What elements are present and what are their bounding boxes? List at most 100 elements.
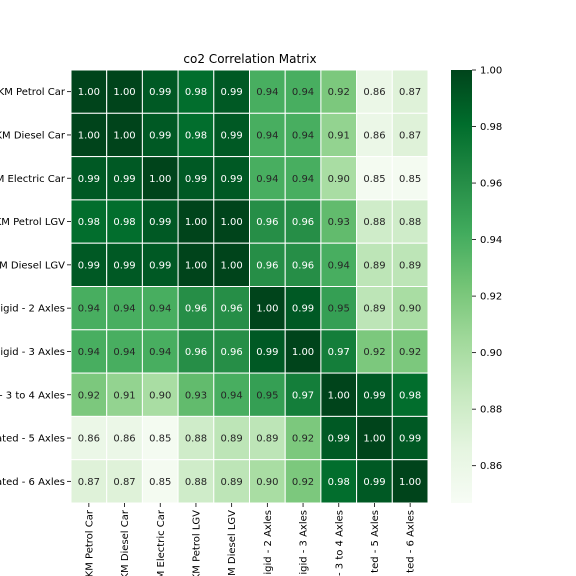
- cell-value-label: 0.94: [328, 260, 350, 271]
- cell-value-label: 0.99: [113, 174, 135, 185]
- x-tick-label: KM Diesel Car: [120, 509, 131, 576]
- x-tick-label: ted - 6 Axles: [406, 510, 417, 573]
- cell-value-label: 0.90: [149, 390, 171, 401]
- cell-value-label: 0.92: [292, 477, 314, 488]
- heatmap-cell: [356, 329, 393, 374]
- cell-value-label: 1.00: [149, 174, 171, 185]
- x-axis-tick-labels: KM Petrol Car KM Diesel Car M Electric Car…: [84, 503, 417, 576]
- heatmap-cell: [106, 69, 143, 114]
- cell-value-label: 0.86: [363, 87, 385, 98]
- heatmap-cell: [391, 199, 429, 244]
- colorbar-tick-label: 0.88: [480, 405, 502, 416]
- y-tick-label: - 3 to 4 Axles: [0, 390, 65, 401]
- cell-value-label: 1.00: [292, 347, 314, 358]
- cell-value-label: 0.94: [256, 87, 278, 98]
- x-tick-label: KM Petrol LGV: [191, 510, 202, 576]
- heatmap-cell: [177, 372, 215, 417]
- cell-value-label: 0.91: [328, 130, 350, 141]
- cell-value-label: 0.98: [113, 217, 135, 228]
- heatmap-cell: [391, 372, 429, 417]
- heatmap-cells: 1.00 1.00 0.99 0.98 0.99 0.94 0.94 0.92 0.86 0.87…: [70, 69, 429, 504]
- cell-value-label: 1.00: [328, 390, 350, 401]
- cell-value-label: 0.99: [363, 477, 385, 488]
- cell-value-label: 0.96: [256, 260, 278, 271]
- chart-title: co2 Correlation Matrix: [183, 52, 316, 66]
- y-tick-label: igid - 2 Axles: [0, 304, 65, 315]
- x-tick-label: M Electric Car: [156, 509, 167, 576]
- y-tick-label: KM Diesel Car: [0, 130, 66, 141]
- heatmap-cell: [284, 415, 322, 461]
- heatmap-cell: [320, 242, 358, 287]
- cell-value-label: 0.85: [363, 174, 385, 185]
- cell-value-label: 0.99: [149, 260, 171, 271]
- cell-value-label: 0.96: [292, 260, 314, 271]
- heatmap-cell: [391, 329, 429, 374]
- colorbar-tick-label: 0.98: [480, 122, 502, 133]
- cell-value-label: 0.93: [328, 217, 350, 228]
- heatmap-cell: [356, 156, 393, 201]
- heatmap-cell: [356, 415, 393, 461]
- cell-value-label: 0.92: [363, 347, 385, 358]
- heatmap-cell: [320, 112, 358, 158]
- cell-value-label: 0.94: [78, 304, 100, 315]
- heatmap-cell: [320, 459, 358, 504]
- cell-value-label: 0.86: [78, 434, 100, 445]
- heatmap-cell: [356, 242, 393, 287]
- heatmap-cell: [320, 156, 358, 201]
- cell-value-label: 0.90: [328, 174, 350, 185]
- cell-value-label: 0.96: [292, 217, 314, 228]
- colorbar: [451, 70, 472, 503]
- cell-value-label: 0.99: [363, 390, 385, 401]
- cell-value-label: 1.00: [78, 87, 100, 98]
- heatmap-cell: [106, 242, 143, 287]
- heatmap-cell: [213, 415, 251, 461]
- cell-value-label: 0.92: [78, 390, 100, 401]
- x-tick-label: igid - 3 Axles: [299, 510, 310, 575]
- y-tick-label: M Diesel LGV: [0, 260, 65, 271]
- cell-value-label: 0.94: [149, 347, 171, 358]
- cell-value-label: 0.85: [149, 477, 171, 488]
- heatmap-cell: [70, 329, 108, 374]
- cell-value-label: 0.87: [78, 477, 100, 488]
- cell-value-label: 0.98: [399, 390, 421, 401]
- x-tick-label: ted - 5 Axles: [370, 510, 381, 573]
- cell-value-label: 0.97: [328, 347, 350, 358]
- cell-value-label: 0.96: [221, 304, 243, 315]
- cell-value-label: 1.00: [113, 87, 135, 98]
- y-tick-label: igid - 3 Axles: [0, 347, 65, 358]
- heatmap-cell: [106, 112, 143, 158]
- heatmap-cell: [141, 156, 179, 201]
- heatmap-cell: [249, 329, 286, 374]
- cell-value-label: 0.88: [399, 217, 421, 228]
- colorbar-ticks: 0.86 0.88 0.90 0.92 0.94 0.96 0.98 1.00: [472, 66, 502, 472]
- heatmap-cell: [284, 372, 322, 417]
- cell-value-label: 0.89: [363, 260, 385, 271]
- heatmap-cell: [249, 459, 286, 504]
- heatmap-cell: [70, 156, 108, 201]
- cell-value-label: 0.94: [292, 130, 314, 141]
- cell-value-label: 1.00: [185, 217, 207, 228]
- cell-value-label: 0.91: [113, 390, 135, 401]
- cell-value-label: 1.00: [363, 434, 385, 445]
- cell-value-label: 0.87: [113, 477, 135, 488]
- cell-value-label: 0.90: [256, 477, 278, 488]
- cell-value-label: 1.00: [113, 130, 135, 141]
- heatmap-cell: [177, 415, 215, 461]
- cell-value-label: 0.89: [221, 434, 243, 445]
- heatmap-cell: [284, 459, 322, 504]
- cell-value-label: 0.99: [149, 87, 171, 98]
- cell-value-label: 0.85: [399, 174, 421, 185]
- cell-value-label: 0.92: [399, 347, 421, 358]
- colorbar-tick-label: 0.86: [480, 461, 502, 472]
- cell-value-label: 0.94: [256, 174, 278, 185]
- heatmap-cell: [284, 199, 322, 244]
- cell-value-label: 0.92: [328, 87, 350, 98]
- x-tick-label: M Diesel LGV: [227, 510, 238, 576]
- cell-value-label: 0.97: [292, 390, 314, 401]
- heatmap-cell: [141, 415, 179, 461]
- cell-value-label: 0.86: [113, 434, 135, 445]
- cell-value-label: 0.98: [185, 130, 207, 141]
- cell-value-label: 0.94: [113, 347, 135, 358]
- heatmap-cell: [284, 156, 322, 201]
